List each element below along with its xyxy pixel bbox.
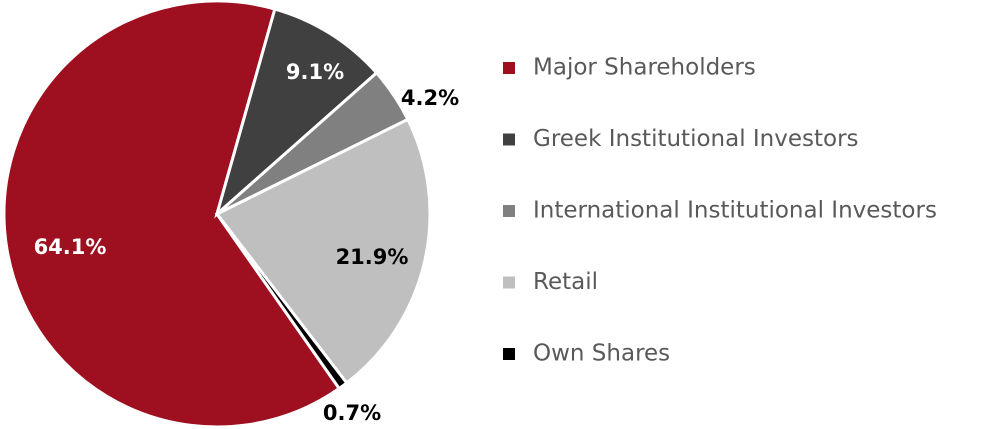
data-label: 4.2%: [401, 86, 459, 110]
pie-slice: [214, 117, 432, 386]
legend-label: Retail: [533, 269, 598, 295]
data-label: 9.1%: [286, 60, 344, 84]
legend-swatch: [503, 276, 515, 289]
pie-slice: [214, 7, 379, 219]
legend-label: Major Shareholders: [533, 55, 756, 81]
pie-slice: [2, 0, 342, 429]
data-label: 64.1%: [34, 235, 107, 259]
legend-label: Greek Institutional Investors: [533, 126, 859, 152]
data-label: 0.7%: [323, 401, 381, 425]
legend-label: International Institutional Investors: [533, 198, 937, 224]
legend-swatch: [503, 205, 515, 217]
legend-swatch: [503, 348, 515, 360]
data-label: 21.9%: [336, 245, 409, 269]
legend-label: Own Shares: [533, 341, 670, 367]
legend-swatch: [503, 62, 515, 74]
pie-slice: [215, 213, 349, 391]
legend-swatch: [503, 133, 515, 146]
